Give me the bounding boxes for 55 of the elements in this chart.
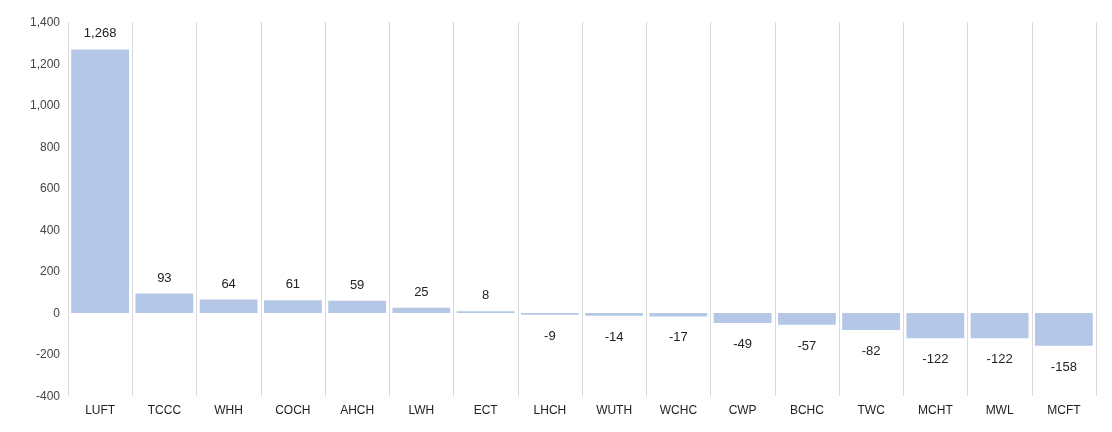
data-label: 93 — [157, 269, 172, 285]
data-label: 1,268 — [83, 25, 117, 41]
data-label: 59 — [349, 276, 365, 292]
bar — [392, 307, 451, 313]
y-tick-label: 0 — [53, 305, 61, 320]
x-tick-label: AHCH — [340, 403, 375, 417]
x-tick-label: TWC — [857, 403, 886, 417]
y-tick-label: 200 — [39, 264, 61, 279]
data-label: -17 — [668, 329, 688, 345]
x-tick-label: MCHT — [918, 403, 954, 417]
data-label: -122 — [922, 351, 949, 367]
x-tick-label: TCCC — [147, 403, 182, 417]
data-label: -49 — [733, 336, 753, 352]
data-label: 8 — [482, 287, 490, 303]
bar — [328, 300, 387, 313]
bar — [71, 49, 130, 313]
x-tick-label: COCH — [275, 403, 311, 417]
y-tick-label: -200 — [35, 347, 61, 362]
bar — [263, 300, 322, 313]
y-tick-label: 400 — [39, 222, 61, 237]
data-label: -122 — [986, 351, 1013, 367]
bar — [777, 312, 836, 325]
x-tick-label: LUFT — [85, 403, 116, 417]
y-tick-label: 1,200 — [29, 56, 61, 71]
x-tick-label: BCHC — [789, 403, 825, 417]
data-label: -57 — [797, 337, 817, 353]
y-tick-label: 1,400 — [29, 15, 61, 29]
x-tick-label: LHCH — [533, 403, 567, 417]
data-label: -82 — [861, 342, 881, 358]
x-tick-label: MWL — [985, 403, 1014, 417]
bar — [199, 299, 258, 313]
data-label: -158 — [1050, 358, 1077, 374]
data-label: -9 — [544, 327, 556, 343]
data-label: 64 — [221, 275, 236, 291]
data-label: 25 — [414, 283, 429, 299]
bar — [906, 312, 965, 339]
x-tick-label: WUTH — [596, 403, 633, 417]
data-label: 61 — [285, 276, 301, 292]
bar — [842, 312, 901, 330]
data-label: -14 — [604, 328, 624, 344]
bar — [585, 312, 644, 316]
bar — [135, 293, 194, 313]
x-tick-label: LWH — [408, 403, 435, 417]
x-tick-label: CWP — [728, 403, 757, 417]
x-tick-label: WCHC — [659, 403, 698, 417]
y-tick-label: -400 — [35, 389, 61, 403]
y-tick-label: 800 — [39, 139, 61, 154]
y-tick-label: 600 — [39, 181, 61, 196]
bar — [1034, 312, 1093, 346]
x-tick-label: MCFT — [1047, 403, 1082, 417]
bar — [970, 312, 1029, 339]
x-tick-label: WHH — [214, 403, 243, 417]
bar — [713, 312, 772, 324]
x-tick-label: ECT — [473, 403, 499, 417]
y-tick-label: 1,000 — [29, 98, 61, 113]
